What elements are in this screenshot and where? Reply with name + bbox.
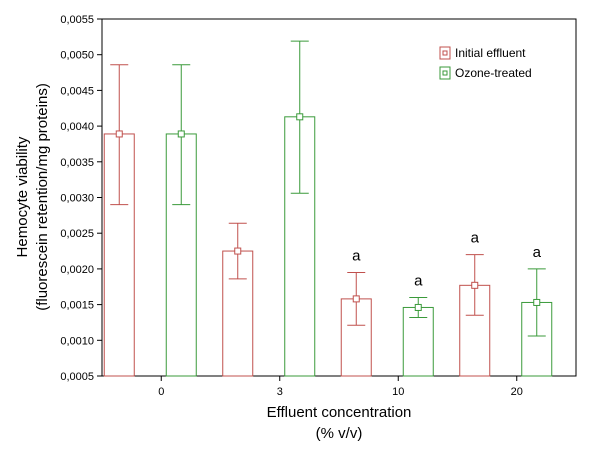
legend-label: Initial effluent [455,46,526,60]
mean-marker [471,281,479,289]
legend: Initial effluent Ozone-treated [439,46,532,80]
y-axis-title-line1: Hemocyte viability [14,136,31,257]
y-axis: 0,0005 0,0010 0,0015 0,0020 0,0025 0,0030 0,00… [60,14,102,383]
mean-marker [296,113,304,121]
legend-label: Ozone-treated [455,66,532,80]
mean-marker [177,130,185,138]
y-tick-label: 0,0055 [60,14,94,26]
y-tick-label: 0,0045 [60,85,94,97]
y-tick-label: 0,0040 [60,121,94,133]
y-tick-label: 0,0050 [60,50,94,62]
bars [103,40,553,377]
mean-marker [352,295,360,303]
mean-marker [115,130,123,138]
legend-marker [442,50,448,56]
legend-marker [442,70,448,76]
y-tick-label: 0,0020 [60,264,94,276]
x-tick-label: 20 [511,386,523,398]
significance-label: a [533,244,542,261]
y-tick-label: 0,0015 [60,300,94,312]
y-axis-title-line2: (fluorescein retention/mg proteins) [34,83,51,311]
x-axis: 0 3 10 20 [158,376,523,398]
x-tick-label: 0 [158,386,164,398]
y-tick-label: 0,0005 [60,371,94,383]
x-axis-title-line1: Effluent concentration [267,404,412,421]
mean-marker [533,298,541,306]
x-tick-label: 10 [392,386,404,398]
x-axis-title-line2: (% v/v) [316,425,363,442]
mean-marker [414,303,422,311]
y-tick-label: 0,0030 [60,193,94,205]
significance-label: a [352,247,361,264]
y-tick-label: 0,0035 [60,157,94,169]
annotations: a a a a [352,230,542,290]
significance-label: a [471,230,480,247]
mean-marker [234,247,242,255]
y-tick-label: 0,0010 [60,335,94,347]
x-tick-label: 3 [277,386,283,398]
y-tick-label: 0,0025 [60,228,94,240]
significance-label: a [414,272,423,289]
